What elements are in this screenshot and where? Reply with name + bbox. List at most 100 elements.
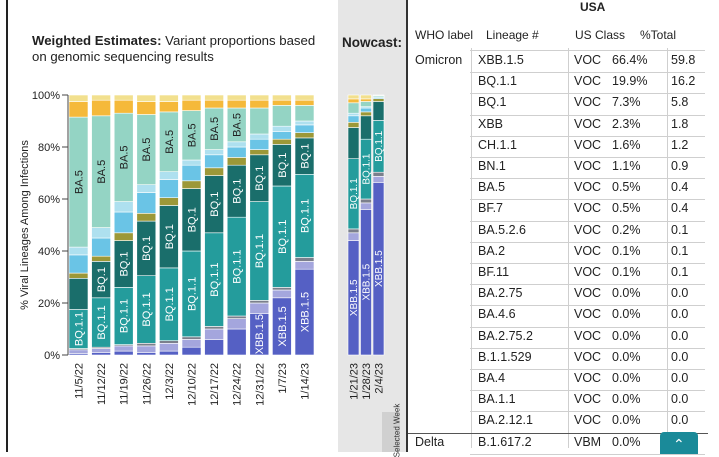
bar-segment-ba-5 [361,102,372,107]
x-tick-label: 12/10/22 [187,363,199,406]
bar-segment-bn-1 [295,133,314,138]
bar-segment-ba-2-75 [92,100,111,116]
us-class-cell: VOC [574,201,601,215]
bar-segment-bn-1 [227,157,246,165]
bar-segment-ba-5-2-6 [92,228,111,238]
bar-segment-ch-1-1 [205,326,224,329]
us-class-header: US Class [575,28,625,42]
lineage-cell: BA.5.2.6 [478,223,526,237]
bar-segment-ch-1-1 [295,258,314,262]
selected-week-marker[interactable]: Selected Week [382,412,400,452]
table-row-line [470,93,705,94]
chevron-up-icon: ⌃ [673,436,685,453]
table-row-line [470,178,705,179]
x-tick-label: 12/31/22 [254,363,266,406]
bar-segment-ba-2-75 [137,102,156,115]
lineage-cell: BA.2 [478,244,505,258]
bar-segment-xbb [361,203,372,210]
bar-segment-other [92,95,111,100]
x-tick-label: 12/24/22 [232,363,244,406]
bar-segment-label: BQ.1.1 [119,299,131,333]
pct-total-cell: 0.0% [612,307,641,321]
pct-total-cell: 0.5% [612,201,641,215]
bar-segment-ch-1-1 [373,172,384,176]
bar-segment-label: BA.5 [232,113,244,137]
bar-segment-label: BQ.1.1 [186,277,198,311]
bar-segment-bq-1 [69,278,88,309]
bar-segment-xbb [373,176,384,182]
extra-cell: 0.4 [671,201,688,215]
extra-cell: 0.1 [671,244,688,258]
bar-segment-label: XBB.1.5 [277,306,289,346]
bar-segment-ba-2-75 [69,102,88,118]
us-class-cell: VOC [574,180,601,194]
lineage-cell: XBB.1.5 [478,53,524,67]
bar-segment-label: BQ.1 [232,179,244,204]
who-label-cell: Omicron [415,53,462,67]
bar-segment-ba-5-2-6 [114,202,133,212]
bar-segment-xbb-1-5 [159,351,178,355]
us-class-cell: VOC [574,286,601,300]
bar-segment-bn-1 [159,198,178,206]
bar-segment-ba-5-2-6 [295,121,314,125]
bar-segment-label: BQ.1.1 [349,178,360,210]
bar-segment-bn-1 [69,273,88,278]
bar-segment-ba-5-2-6 [250,134,269,139]
bar-segment-xbb-1-5 [114,351,133,355]
y-tick-label: 100% [32,90,60,102]
table-row-line [470,369,705,370]
us-class-cell: VOC [574,329,601,343]
bar-segment-label: XBB.1.5 [374,250,385,287]
bar-segment-bf-7 [205,155,224,168]
bar-segment-label: BQ.1 [277,153,289,178]
lineage-cell: BN.1 [478,159,506,173]
bar-segment-label: BA.5 [186,123,198,147]
bar-segment-bf-7 [69,255,88,273]
bar-segment-ba-5-2-6 [69,247,88,255]
bar-segment-label: BQ.1 [299,144,311,169]
bar-segment-label: BA.5 [209,117,221,141]
bar-segment-other [114,95,133,100]
us-class-cell: VOC [574,95,601,109]
scroll-top-button[interactable]: ⌃ [660,432,698,454]
bar-segment-ba-5 [295,105,314,121]
bar-segment-xbb [92,349,111,353]
bar-segment-label: BQ.1.1 [96,305,108,339]
who-label-cell: Delta [415,435,444,449]
bar-segment-bn-1 [361,112,372,116]
extra-cell: 0.0 [671,329,688,343]
bar-segment-ba-5-2-6 [205,150,224,155]
lineage-cell: B.1.1.529 [478,350,532,364]
bar-segment-label: BQ.1.1 [374,130,385,162]
bar-segment-ch-1-1 [250,300,269,303]
weighted-estimates-panel: Weighted Estimates: Variant proportions … [0,0,408,452]
table-row-line [470,136,705,137]
bar-segment-ba-5-2-6 [182,160,201,165]
bar-segment-label: BQ.1 [141,236,153,261]
bar-segment-ba-2-75 [227,100,246,108]
extra-cell: 0.1 [671,223,688,237]
lineage-cell: CH.1.1 [478,138,517,152]
extra-cell: 0.0 [671,392,688,406]
bar-segment-bf-7 [92,238,111,256]
bar-segment-bf-7 [250,139,269,149]
extra-cell: 0.1 [671,265,688,279]
pct-total-cell: 1.1% [612,159,641,173]
bar-segment-label: BQ.1.1 [254,234,266,268]
extra-cell: 5.8 [671,95,688,109]
extra-cell: 0.0 [671,307,688,321]
table-row-line [470,199,705,200]
y-tick-label: 80% [38,142,60,154]
bar-segment-xbb-1-5 [227,329,246,355]
us-class-cell: VOC [574,53,601,67]
bar-segment-label: BQ.1 [96,267,108,292]
bar-segment-label: BQ.1 [254,166,266,191]
bar-segment-ba-5-2-6 [159,172,178,180]
bar-segment-ba-2-75 [205,100,224,108]
bar-segment-label: XBB.1.5 [362,263,373,300]
table-row-line [470,263,705,264]
lineage-cell: XBB [478,117,503,131]
who-label-header: WHO label [415,28,473,42]
bar-segment-xbb [69,350,88,354]
